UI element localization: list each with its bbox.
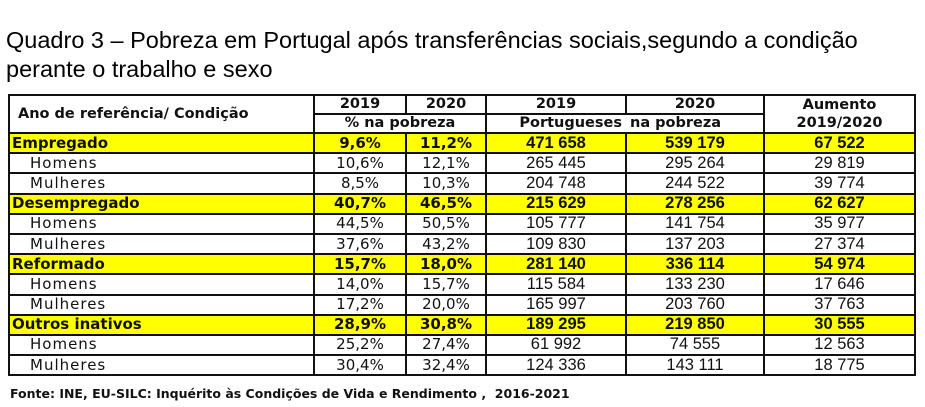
count-2020-cell: 219 850 bbox=[625, 313, 765, 336]
pct-label-header: % na pobreza bbox=[313, 113, 487, 134]
pct-2019-cell: 40,7% bbox=[313, 192, 407, 215]
num-2019-header: 2019 bbox=[485, 94, 627, 115]
pct-2019-cell: 15,7% bbox=[313, 253, 407, 276]
pct-2019-cell: 9,6% bbox=[313, 131, 407, 155]
subgroup-row: Mulheres 30,4% 32,4% 124 336 143 111 18 775 bbox=[8, 354, 916, 377]
row-label: Mulheres bbox=[8, 293, 315, 316]
increase-cell: 62 627 bbox=[763, 192, 916, 215]
row-label-header: Ano de referência/ Condição bbox=[8, 94, 315, 134]
count-2019-cell: 265 445 bbox=[485, 152, 627, 175]
row-label: Outros inativos bbox=[8, 313, 315, 336]
subgroup-row: Homens 25,2% 27,4% 61 992 74 555 12 563 bbox=[8, 333, 916, 357]
category-row: Reformado 15,7% 18,0% 281 140 336 114 54 974 bbox=[8, 253, 916, 276]
increase-header-1: Aumento bbox=[763, 94, 916, 114]
pct-2020-header: 2020 bbox=[405, 94, 487, 115]
category-row: Empregado 9,6% 11,2% 471 658 539 179 67 522 bbox=[8, 131, 916, 155]
increase-cell: 12 563 bbox=[763, 333, 916, 357]
increase-cell: 39 774 bbox=[763, 172, 916, 195]
category-row: Outros inativos 28,9% 30,8% 189 295 219 850 3… bbox=[8, 313, 916, 336]
pct-2020-cell: 46,5% bbox=[405, 192, 487, 215]
pct-2019-cell: 14,0% bbox=[313, 273, 407, 296]
subgroup-row: Mulheres 8,5% 10,3% 204 748 244 522 39 774 bbox=[8, 172, 916, 195]
count-2020-cell: 143 111 bbox=[625, 354, 765, 377]
increase-header-2: 2019/2020 bbox=[763, 114, 916, 134]
num-2020-header: 2020 bbox=[625, 94, 765, 115]
pct-2019-cell: 30,4% bbox=[313, 354, 407, 377]
pct-2020-cell: 27,4% bbox=[405, 333, 487, 357]
increase-cell: 30 555 bbox=[763, 313, 916, 336]
count-2020-cell: 203 760 bbox=[625, 293, 765, 316]
count-2019-cell: 189 295 bbox=[485, 313, 627, 336]
poverty-table: Ano de referência/ Condição 2019 2020 20… bbox=[8, 94, 916, 377]
pct-2020-cell: 11,2% bbox=[405, 131, 487, 155]
num-label-header-1: Portugueses bbox=[485, 113, 626, 134]
pct-2020-cell: 20,0% bbox=[405, 293, 487, 316]
source-note: Fonte: INE, EU-SILC: Inquérito às Condiç… bbox=[10, 386, 570, 401]
count-2019-cell: 204 748 bbox=[485, 172, 627, 195]
pct-2020-cell: 10,3% bbox=[405, 172, 487, 195]
count-2020-cell: 133 230 bbox=[625, 273, 765, 296]
count-2019-cell: 471 658 bbox=[485, 131, 627, 155]
row-label: Homens bbox=[8, 212, 315, 235]
row-label: Homens bbox=[8, 273, 315, 296]
count-2020-cell: 141 754 bbox=[625, 212, 765, 235]
increase-cell: 27 374 bbox=[763, 232, 916, 256]
pct-2019-cell: 8,5% bbox=[313, 172, 407, 195]
pct-2019-cell: 17,2% bbox=[313, 293, 407, 316]
pct-2020-cell: 30,8% bbox=[405, 313, 487, 336]
increase-cell: 17 646 bbox=[763, 273, 916, 296]
increase-cell: 54 974 bbox=[763, 253, 916, 276]
count-2019-cell: 281 140 bbox=[485, 253, 627, 276]
count-2020-cell: 74 555 bbox=[625, 333, 765, 357]
count-2019-cell: 115 584 bbox=[485, 273, 627, 296]
pct-2020-cell: 15,7% bbox=[405, 273, 487, 296]
increase-cell: 37 763 bbox=[763, 293, 916, 316]
category-row: Desempregado 40,7% 46,5% 215 629 278 256 62 6… bbox=[8, 192, 916, 215]
row-label: Desempregado bbox=[8, 192, 315, 215]
row-label: Homens bbox=[8, 333, 315, 357]
subgroup-row: Homens 44,5% 50,5% 105 777 141 754 35 977 bbox=[8, 212, 916, 235]
pct-2020-cell: 12,1% bbox=[405, 152, 487, 175]
count-2019-cell: 215 629 bbox=[485, 192, 627, 215]
count-2019-cell: 165 997 bbox=[485, 293, 627, 316]
row-label: Mulheres bbox=[8, 172, 315, 195]
row-label: Homens bbox=[8, 152, 315, 175]
count-2020-cell: 539 179 bbox=[625, 131, 765, 155]
row-label: Reformado bbox=[8, 253, 315, 276]
count-2019-cell: 61 992 bbox=[485, 333, 627, 357]
row-label: Mulheres bbox=[8, 354, 315, 377]
count-2019-cell: 109 830 bbox=[485, 232, 627, 256]
row-label: Empregado bbox=[8, 131, 315, 155]
count-2020-cell: 244 522 bbox=[625, 172, 765, 195]
increase-cell: 18 775 bbox=[763, 354, 916, 377]
increase-cell: 67 522 bbox=[763, 131, 916, 155]
pct-2020-cell: 50,5% bbox=[405, 212, 487, 235]
count-2020-cell: 278 256 bbox=[625, 192, 765, 215]
count-2020-cell: 137 203 bbox=[625, 232, 765, 256]
pct-2019-cell: 44,5% bbox=[313, 212, 407, 235]
increase-cell: 29 819 bbox=[763, 152, 916, 175]
pct-2020-cell: 43,2% bbox=[405, 232, 487, 256]
count-2019-cell: 124 336 bbox=[485, 354, 627, 377]
pct-2020-cell: 18,0% bbox=[405, 253, 487, 276]
row-label: Mulheres bbox=[8, 232, 315, 256]
subgroup-row: Homens 10,6% 12,1% 265 445 295 264 29 819 bbox=[8, 152, 916, 175]
pct-2019-header: 2019 bbox=[313, 94, 407, 115]
pct-2019-cell: 10,6% bbox=[313, 152, 407, 175]
count-2020-cell: 295 264 bbox=[625, 152, 765, 175]
subgroup-row: Mulheres 17,2% 20,0% 165 997 203 760 37 763 bbox=[8, 293, 916, 316]
pct-2020-cell: 32,4% bbox=[405, 354, 487, 377]
pct-2019-cell: 37,6% bbox=[313, 232, 407, 256]
count-2019-cell: 105 777 bbox=[485, 212, 627, 235]
subgroup-row: Mulheres 37,6% 43,2% 109 830 137 203 27 374 bbox=[8, 232, 916, 256]
num-label-header-2: na pobreza bbox=[626, 113, 765, 134]
table-title: Quadro 3 – Pobreza em Portugal após tran… bbox=[6, 27, 858, 82]
increase-cell: 35 977 bbox=[763, 212, 916, 235]
pct-2019-cell: 25,2% bbox=[313, 333, 407, 357]
subgroup-row: Homens 14,0% 15,7% 115 584 133 230 17 646 bbox=[8, 273, 916, 296]
count-2020-cell: 336 114 bbox=[625, 253, 765, 276]
pct-2019-cell: 28,9% bbox=[313, 313, 407, 336]
